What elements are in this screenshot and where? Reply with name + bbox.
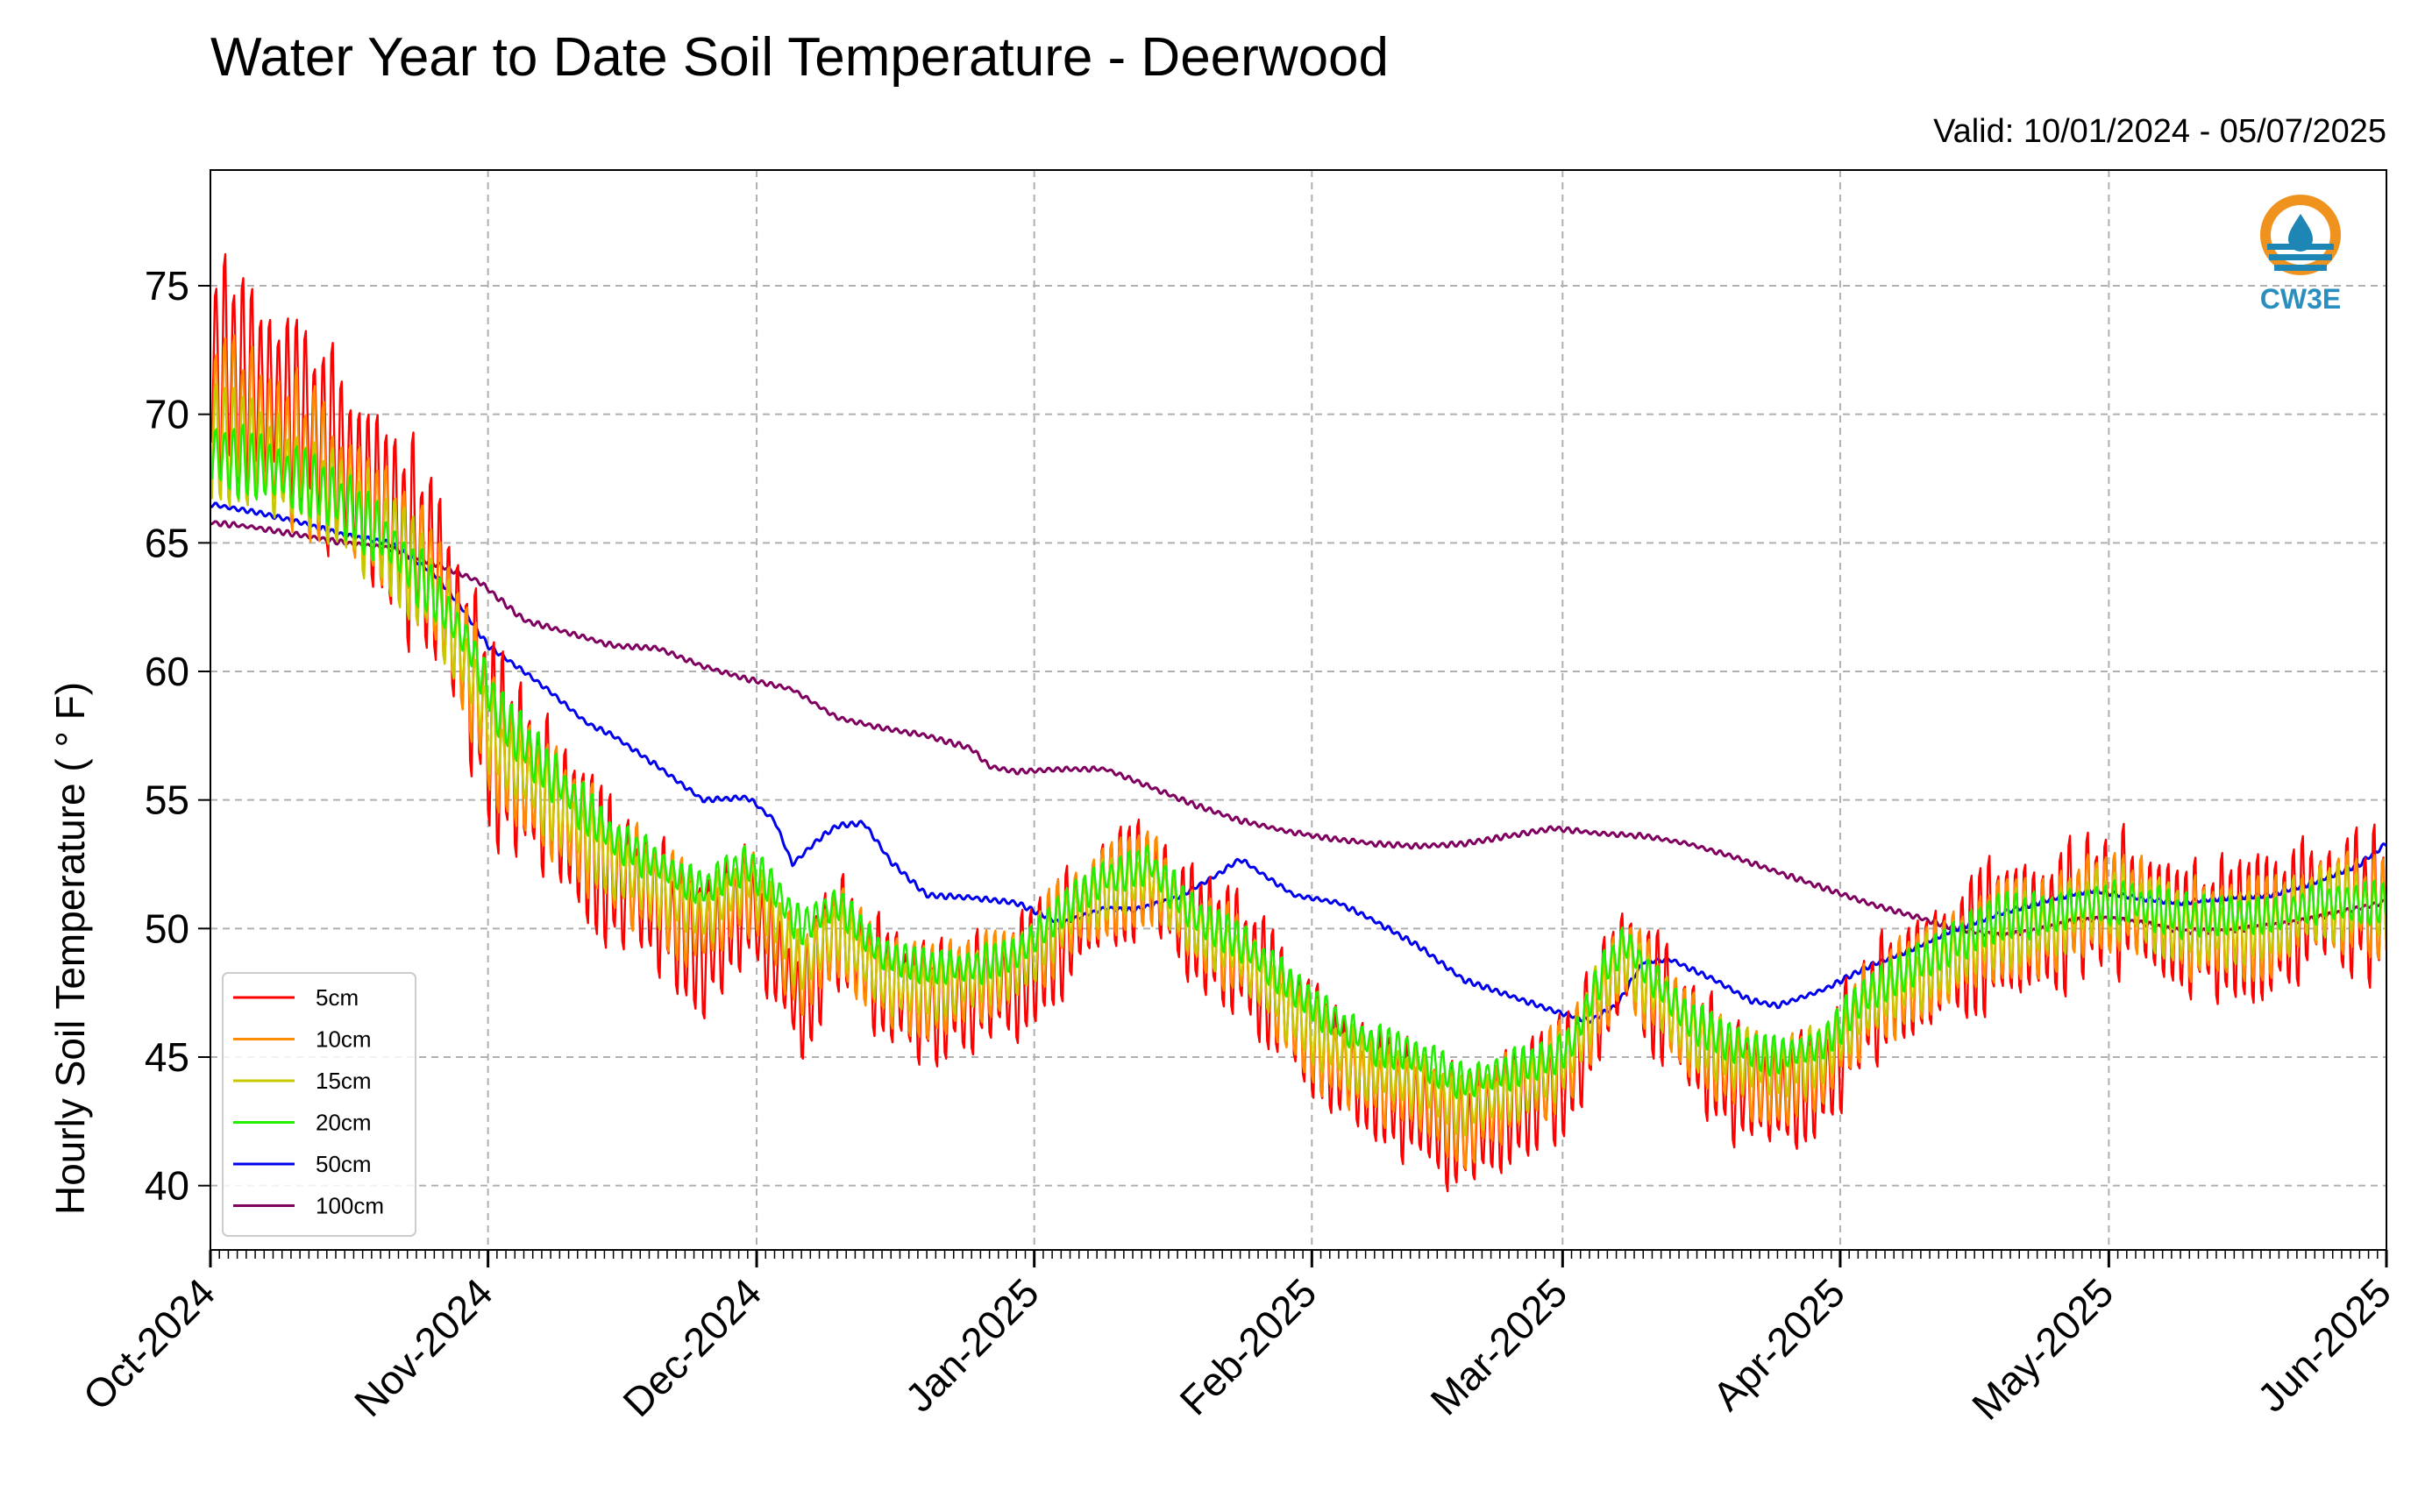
legend-entry-10cm: 10cm [316,1026,372,1053]
series-line-100cm [210,520,2386,940]
axes: 40 45 50 55 60 65 70 75 Oct-2024 Nov-2024 Dec-2024… [75,263,2400,1429]
chart-title: Water Year to Date Soil Temperature - De… [210,27,1389,88]
y-tick-label: 55 [145,777,189,823]
valid-date-range: Valid: 10/01/2024 - 05/07/2025 [1933,113,2386,150]
x-tick-label: Feb-2025 [1170,1269,1325,1423]
series-line-15cm [210,383,2386,1137]
x-tick-label: Jan-2025 [896,1269,1047,1420]
x-tick-label: Dec-2024 [614,1269,770,1425]
y-tick-label: 45 [145,1034,189,1080]
y-tick-label: 65 [145,520,189,565]
y-axis-label: Hourly Soil Temperature ( ° F) [47,682,93,1215]
legend: 5cm 10cm 15cm 20cm 50cm 100cm [222,972,416,1237]
legend-entry-15cm: 15cm [316,1068,372,1094]
legend-entry-5cm: 5cm [316,984,359,1011]
x-tick-label: Jun-2025 [2249,1269,2400,1420]
x-tick-label: May-2025 [1963,1269,2122,1428]
grid-lines [210,170,2387,1250]
y-tick-label: 60 [145,649,189,694]
x-tick-label: Oct-2024 [75,1269,224,1419]
y-tick-label: 50 [145,905,189,951]
series-line-10cm [210,334,2386,1170]
y-tick-label: 70 [145,392,189,437]
legend-entry-50cm: 50cm [316,1151,372,1177]
legend-entry-100cm: 100cm [316,1193,384,1219]
y-tick-label: 75 [145,263,189,309]
series-lines [210,252,2386,1193]
x-tick-label: Apr-2025 [1703,1269,1853,1419]
legend-entry-20cm: 20cm [316,1110,372,1136]
plot-frame [210,169,2387,1251]
logo-droplet-icon [2288,214,2313,252]
x-tick-label: Nov-2024 [345,1269,501,1425]
series-line-20cm [210,423,2386,1099]
y-tick-label: 40 [145,1163,189,1209]
svg-text:CW3E: CW3E [2260,283,2341,315]
x-tick-label: Mar-2025 [1421,1269,1575,1423]
cw3e-logo: CW3E [2260,195,2341,315]
